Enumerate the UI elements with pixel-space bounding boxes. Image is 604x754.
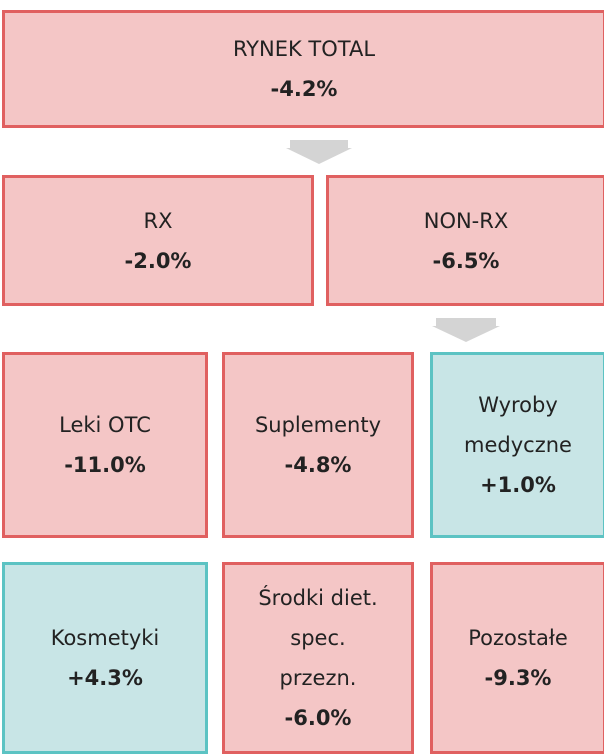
box-label: spec. bbox=[290, 626, 346, 650]
box-value: -4.2% bbox=[270, 77, 338, 101]
category-box: Wyroby medyczne +1.0% bbox=[430, 352, 604, 538]
category-box: NON-RX -6.5% bbox=[326, 175, 604, 306]
box-label: Suplementy bbox=[254, 413, 382, 437]
box-label: Leki OTC bbox=[59, 413, 151, 437]
category-box: RYNEK TOTAL -4.2% bbox=[2, 10, 604, 128]
box-value: +1.0% bbox=[480, 473, 556, 497]
box-label: NON-RX bbox=[423, 208, 509, 233]
category-box: RX -2.0% bbox=[2, 175, 314, 306]
box-label: Wyroby bbox=[478, 393, 558, 417]
box-value: -6.5% bbox=[432, 248, 500, 273]
box-label: medyczne bbox=[464, 433, 572, 457]
category-box: Kosmetyki +4.3% bbox=[2, 562, 208, 754]
arrow-down bbox=[286, 140, 352, 164]
box-label: Środki diet. bbox=[258, 586, 378, 610]
arrow-down bbox=[432, 318, 500, 342]
box-value: -9.3% bbox=[484, 666, 552, 690]
box-value: +4.3% bbox=[67, 666, 143, 690]
box-label: przezn. bbox=[279, 666, 357, 690]
category-box: Pozostałe -9.3% bbox=[430, 562, 604, 754]
box-value: -11.0% bbox=[64, 453, 146, 477]
box-value: -4.8% bbox=[284, 453, 352, 477]
category-box: Leki OTC -11.0% bbox=[2, 352, 208, 538]
box-value: -6.0% bbox=[284, 706, 352, 730]
box-value: -2.0% bbox=[124, 248, 192, 273]
category-box: Suplementy -4.8% bbox=[222, 352, 414, 538]
box-label: Kosmetyki bbox=[50, 626, 160, 650]
category-box: Środki diet. spec. przezn. -6.0% bbox=[222, 562, 414, 754]
box-label: Pozostałe bbox=[468, 626, 568, 650]
box-label: RX bbox=[143, 208, 173, 233]
box-label: RYNEK TOTAL bbox=[232, 37, 376, 61]
